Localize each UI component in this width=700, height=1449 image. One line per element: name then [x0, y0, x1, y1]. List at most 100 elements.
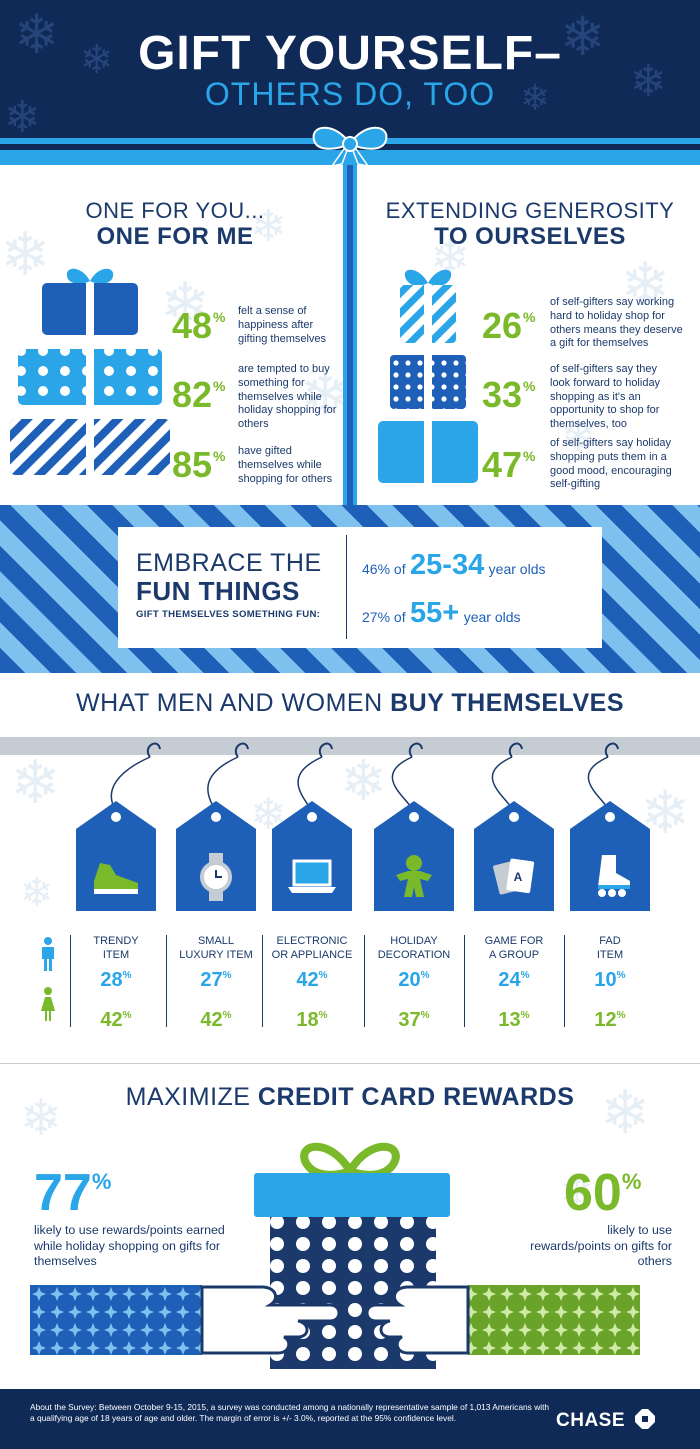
column-divider [564, 935, 565, 1027]
page-title: GIFT YOURSELF– [138, 27, 562, 80]
survey-disclaimer: About the Survey: Between October 9-15, … [30, 1402, 550, 1423]
men-percentage: 27% [200, 969, 232, 991]
snowflake-icon: ❄ [600, 1079, 651, 1146]
price-tag [272, 742, 352, 911]
right-stat-1-value: 26% [482, 305, 536, 346]
category-label: TRENDY ITEM [93, 935, 139, 961]
price-tag [374, 742, 454, 911]
bow-icon [312, 126, 388, 165]
fun-row-1: 46% of 25-34 year olds [362, 549, 546, 581]
women-percentage: 18% [296, 1009, 328, 1031]
watch-icon [200, 853, 232, 901]
men-percentage: 42% [296, 969, 328, 991]
column-divider [464, 935, 465, 1027]
gift-stack-icon [378, 269, 478, 483]
left-stat-1-value: 48% [172, 305, 226, 346]
women-percentage: 37% [398, 1009, 430, 1031]
sneaker-icon [94, 863, 138, 894]
snowflake-icon: ❄ [80, 38, 114, 82]
gingerbread-icon [396, 855, 432, 897]
page-subtitle: OTHERS DO, TOO [204, 76, 496, 112]
left-stat-2-value: 82% [172, 374, 226, 415]
snowflake-icon: ❄ [630, 57, 667, 106]
rewards-section: ❄ ❄ ❄ ❄ MAXIMIZE CREDIT CARD REWARDS 77%… [0, 1063, 700, 1389]
right-stat-3-text: of self-gifters say holiday shopping put… [550, 437, 672, 491]
category-label: SMALL LUXURY ITEM [179, 935, 253, 961]
snowflake-icon: ❄ [20, 1090, 62, 1146]
right-stat-2-text: of self-gifters say they look forward to… [550, 363, 661, 430]
men-percentage: 10% [594, 969, 626, 991]
section-divider [0, 1063, 700, 1064]
snowflake-icon: ❄ [560, 412, 597, 461]
rewards-right-text: likely to use rewards/points on gifts fo… [530, 1223, 672, 1268]
ribbon-divider-inner [347, 165, 353, 505]
right-stat-1-text: of self-gifters say working hard to holi… [550, 296, 683, 350]
men-percentage: 20% [398, 969, 430, 991]
women-percentage: 12% [594, 1009, 626, 1031]
snowflake-icon: ❄ [520, 77, 551, 118]
rewards-left-value: 77% [34, 1164, 112, 1222]
rewards-right-value: 60% [564, 1164, 642, 1222]
column-divider [364, 935, 365, 1027]
woman-icon [41, 987, 55, 1021]
women-percentage: 42% [100, 1009, 132, 1031]
column-divider [70, 935, 71, 1027]
laptop-icon [288, 859, 336, 893]
price-tag [176, 742, 256, 911]
fun-things-panel: EMBRACE THE FUN THINGS GIFT THEMSELVES S… [118, 527, 602, 648]
chase-logo: CHASE [556, 1409, 655, 1432]
hanging-tags: A [76, 742, 650, 911]
category-label: HOLIDAY DECORATION [377, 935, 451, 961]
snowflake-icon: ❄ [300, 361, 351, 428]
left-stat-2-text: are tempted to buy something for themsel… [238, 363, 337, 430]
snowflake-icon: ❄ [250, 202, 287, 251]
snowflake-icon: ❄ [620, 251, 671, 318]
snowflake-icon: ❄ [340, 749, 387, 812]
playing-cards-icon: A [493, 858, 535, 895]
fun-subheading: GIFT THEMSELVES SOMETHING FUN: [136, 609, 321, 620]
snowflake-icon: ❄ [20, 871, 54, 915]
ribbon-stripe [0, 150, 700, 165]
right-heading-light: EXTENDING GENEROSITY [385, 198, 675, 223]
buy-heading: WHAT MEN AND WOMEN BUY THEMSELVES [75, 689, 625, 717]
fun-divider [346, 535, 347, 639]
left-heading-light: ONE FOR YOU... [85, 198, 265, 223]
snowflake-icon: ❄ [560, 7, 606, 67]
snowflake-icon: ❄ [560, 1171, 594, 1215]
price-tag [570, 742, 650, 911]
buy-themselves-section: ❄ ❄ ❄ ❄ ❄ WHAT MEN AND WOMEN BUY THEMSEL… [0, 673, 700, 1063]
gift-stack-icon [10, 268, 170, 475]
right-heading-bold: TO OURSELVES [434, 223, 626, 250]
footer: About the Survey: Between October 9-15, … [0, 1389, 700, 1449]
snowflake-icon: ❄ [0, 221, 51, 288]
fun-heading-light: EMBRACE THE [136, 549, 322, 577]
rewards-left-text: likely to use rewards/points earned whil… [34, 1223, 225, 1268]
men-percentage: 28% [100, 969, 132, 991]
right-stat-2-value: 33% [482, 374, 536, 415]
chase-octagon-icon [634, 1409, 655, 1429]
header-banner: ❄ ❄ ❄ ❄ ❄ ❄ GIFT YOURSELF– OTHERS DO, TO… [0, 0, 700, 165]
column-divider [262, 935, 263, 1027]
women-percentage: 13% [498, 1009, 530, 1031]
snowflake-icon: ❄ [160, 271, 211, 338]
fun-heading-bold: FUN THINGS [136, 576, 300, 606]
gift-in-hands-illustration [30, 1142, 640, 1369]
snowflake-icon: ❄ [4, 93, 41, 142]
left-heading-bold: ONE FOR ME [96, 223, 254, 250]
rewards-heading: MAXIMIZE CREDIT CARD REWARDS [125, 1083, 575, 1111]
right-stat-3-value: 47% [482, 444, 536, 485]
category-label: GAME FOR A GROUP [484, 935, 544, 961]
inline-skate-icon [598, 855, 630, 897]
column-divider [166, 935, 167, 1027]
price-tag [76, 742, 161, 911]
left-stat-3-text: have gifted themselves while shopping fo… [238, 445, 333, 485]
category-label: ELECTRONIC OR APPLIANCE [271, 935, 353, 961]
svg-text:A: A [514, 870, 523, 884]
self-gifting-section: ❄ ❄ ❄ ❄ ❄ ❄ ❄ ❄ ONE FOR YOU... ONE FOR M… [0, 165, 700, 505]
men-percentage: 24% [498, 969, 530, 991]
price-tag: A [474, 742, 554, 911]
fun-row-2: 27% of 55+ year olds [362, 597, 521, 629]
snowflake-icon: ❄ [10, 749, 61, 816]
left-stat-1-text: felt a sense of happiness after gifting … [238, 305, 327, 345]
women-percentage: 42% [200, 1009, 232, 1031]
